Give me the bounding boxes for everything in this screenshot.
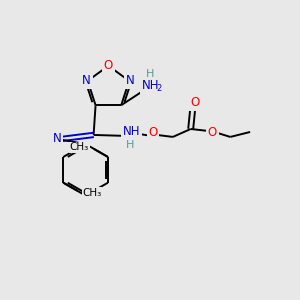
Text: CH₃: CH₃ — [82, 188, 101, 198]
Text: N: N — [126, 74, 134, 87]
Text: N: N — [52, 132, 61, 146]
Text: N: N — [82, 74, 91, 87]
Text: O: O — [148, 127, 158, 140]
Text: H: H — [126, 140, 134, 150]
Text: H: H — [146, 68, 154, 79]
Text: NH: NH — [142, 79, 160, 92]
Text: O: O — [190, 96, 199, 109]
Text: CH₃: CH₃ — [70, 142, 89, 152]
Text: O: O — [104, 59, 113, 72]
Text: O: O — [208, 127, 217, 140]
Text: NH: NH — [122, 125, 140, 139]
Text: 2: 2 — [157, 84, 162, 93]
